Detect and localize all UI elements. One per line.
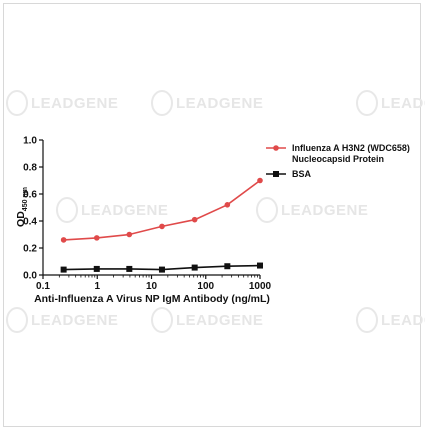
y-tick-label: 0.2 [23,244,37,255]
data-point [158,266,165,273]
x-tick-label: 1 [94,281,100,292]
watermark-emblem [356,90,378,116]
watermark-logo: LEADGENE [151,90,263,116]
y-axis-title: OD450 nm [15,187,29,227]
legend-item-2: BSA [266,169,312,179]
data-point [224,263,231,270]
series-1 [60,177,263,243]
data-point [257,262,263,269]
data-point [93,265,100,272]
legend-marker-series-2 [273,171,279,177]
x-tick-label: 100 [197,281,214,292]
data-point [191,216,198,223]
x-axis-title: Anti-Influenza A Virus NP IgM Antibody (… [34,293,270,305]
watermark-emblem [56,197,78,223]
data-point [224,202,231,208]
legend-marker-series-1 [273,145,279,151]
watermark-logo: LEADGENE [56,197,168,223]
data-point [126,231,133,238]
figure-frame [3,3,421,427]
plot-area: 0.0 0.2 0.4 0.6 0.8 1.0 0.1 1 10 100 1000 [23,136,271,293]
series-layer [60,177,263,273]
watermark-text: LEADGENE [176,95,263,112]
watermark-text: LEADGENE [81,202,168,219]
y-tick-label: 0.6 [23,190,37,201]
watermark-layer: LEADGENE LEADGENE LEADGENE LEADGENE LEADGENE… [6,90,425,333]
watermark-text: LEADGENE [176,312,263,329]
watermark-logo: LEADGENE [356,307,425,333]
y-axis-title-main: OD [15,211,27,227]
watermark-text: LEADGENE [381,312,425,329]
watermark-logo: LEADGENE [6,307,118,333]
data-point [257,177,263,184]
watermark-logo: LEADGENE [256,197,368,223]
watermark-text: LEADGENE [381,95,425,112]
watermark-logo: LEADGENE [151,307,263,333]
series-2 [60,262,263,273]
data-point [191,264,198,271]
x-tick-label: 1000 [249,281,272,292]
watermark-text: LEADGENE [31,312,118,329]
data-point [60,266,67,273]
legend: Influenza A H3N2 (WDC658) Nucleocapsid P… [266,143,410,179]
watermark-logo: LEADGENE [6,90,118,116]
data-point [60,237,67,243]
y-tick-label: 0.4 [23,217,37,228]
watermark-logo: LEADGENE [356,90,425,116]
watermark-emblem [256,197,278,223]
data-point [126,265,133,272]
watermark-emblem [6,307,28,333]
watermark-emblem [356,307,378,333]
watermark-text: LEADGENE [31,95,118,112]
y-axis-title-sub: 450 nm [22,187,29,211]
y-tick-label: 0.8 [23,163,37,174]
watermark-emblem [151,307,173,333]
legend-label-series-1-line1: Influenza A H3N2 (WDC658) [292,143,410,153]
y-tick-label: 0.0 [23,271,37,282]
legend-label-series-1-line2: Nucleocapsid Protein [292,154,384,164]
x-tick-label: 10 [146,281,158,292]
data-point [159,223,165,230]
watermark-emblem [6,90,28,116]
watermark-text: LEADGENE [281,202,368,219]
watermark-emblem [151,90,173,116]
y-tick-label: 1.0 [23,136,37,147]
legend-item-1: Influenza A H3N2 (WDC658) Nucleocapsid P… [266,143,410,164]
x-tick-label: 0.1 [36,281,50,292]
legend-label-series-2: BSA [292,169,312,179]
y-axis-ticks: 0.0 0.2 0.4 0.6 0.8 1.0 [23,136,43,282]
data-point [93,235,100,241]
x-axis-ticks: 0.1 1 10 100 1000 [36,275,272,292]
